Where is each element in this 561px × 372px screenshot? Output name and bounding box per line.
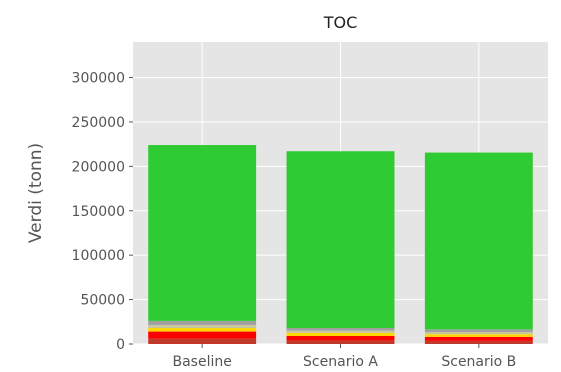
bar-segment xyxy=(148,328,257,332)
bar-segment xyxy=(286,332,395,337)
bar-segment xyxy=(148,320,257,325)
bar-segment xyxy=(286,336,395,341)
y-tick-label: 150000 xyxy=(72,204,125,220)
bar-segment xyxy=(424,336,533,341)
bar-segment xyxy=(148,331,257,339)
bar-segment xyxy=(424,329,533,333)
y-tick-label: 100000 xyxy=(72,248,125,264)
bar-segment xyxy=(286,328,395,331)
x-tick-labels: Baseline Scenario A Scenario B xyxy=(172,344,516,370)
y-tick-label: 50000 xyxy=(80,293,125,309)
y-tick-label: 250000 xyxy=(72,115,125,131)
x-tick-label: Scenario B xyxy=(441,354,516,370)
y-axis-label: Verdi (tonn) xyxy=(26,143,46,243)
chart-title: TOC xyxy=(323,13,358,32)
bar-segment xyxy=(286,340,395,344)
y-tick-labels: 0 50000 100000 150000 200000 250000 300000 xyxy=(72,71,133,353)
bar-segment xyxy=(148,145,257,321)
bar-segment xyxy=(286,330,395,333)
bar-segment xyxy=(424,332,533,335)
bar-segment xyxy=(286,151,395,329)
y-tick-label: 200000 xyxy=(72,159,125,175)
bar-segment xyxy=(148,324,257,329)
x-tick-label: Baseline xyxy=(172,354,231,370)
y-tick-label: 300000 xyxy=(72,71,125,87)
bar-segment xyxy=(424,334,533,337)
y-tick-label: 0 xyxy=(116,337,125,353)
bars xyxy=(148,145,533,344)
bar-segment xyxy=(148,338,257,344)
bar-segment xyxy=(424,340,533,344)
bar-segment xyxy=(424,152,533,330)
x-tick-label: Scenario A xyxy=(303,354,378,370)
